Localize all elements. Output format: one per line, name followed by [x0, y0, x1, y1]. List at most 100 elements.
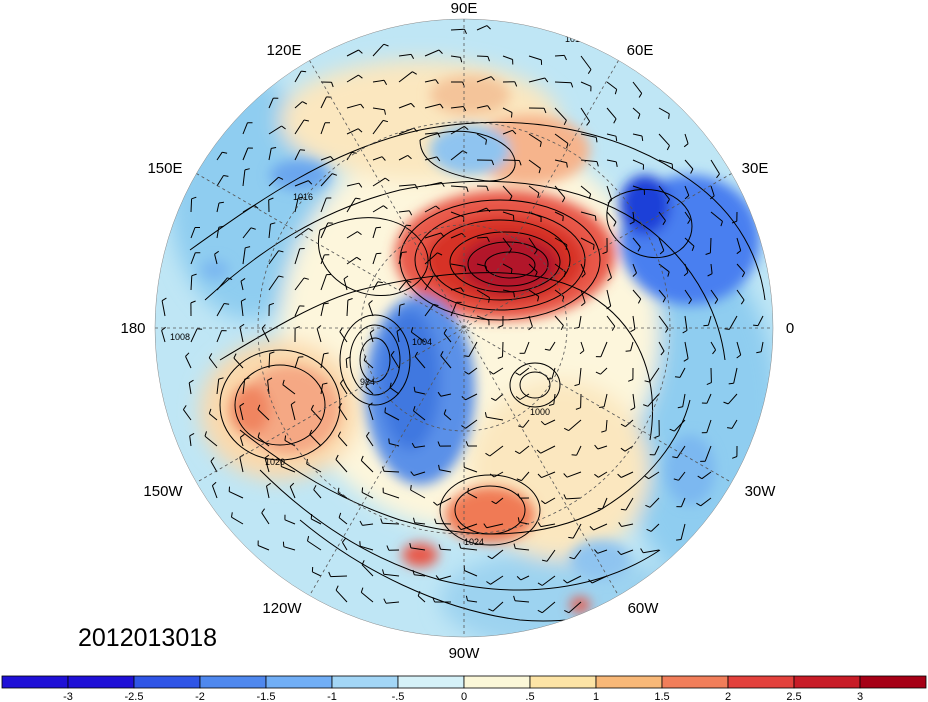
wind-barb — [424, 49, 440, 57]
wind-barb-flag — [706, 382, 712, 386]
wind-barb — [294, 197, 299, 213]
wind-barb-flag — [753, 324, 759, 327]
wind-barb — [417, 595, 426, 603]
colorbar-label: 2 — [725, 691, 731, 702]
wind-barb — [439, 469, 452, 473]
wind-barb-flag — [261, 508, 266, 514]
wind-barb — [578, 315, 582, 328]
wind-barb-flag — [289, 482, 295, 487]
wind-barb — [268, 250, 280, 265]
wind-barb — [580, 211, 596, 217]
wind-barb — [268, 275, 280, 291]
wind-barb — [684, 211, 691, 220]
wind-barb-flag — [322, 382, 328, 385]
wind-barb — [346, 231, 358, 239]
wind-barb-flag — [185, 352, 190, 357]
wind-barb-flag — [240, 433, 245, 438]
colorbar-swatch — [331, 675, 399, 689]
contour-label: 1008 — [170, 332, 190, 342]
wind-barb — [335, 589, 348, 603]
wind-barb — [266, 485, 270, 499]
wind-barb — [239, 326, 244, 343]
wind-barb-flag — [239, 323, 245, 328]
lon-label-120e: 120E — [266, 42, 301, 59]
wind-barb — [242, 147, 249, 161]
wind-barb-flag — [332, 173, 338, 176]
wind-barb — [210, 461, 218, 473]
wind-barb-flag — [741, 272, 746, 278]
wind-barb-flag — [565, 244, 568, 250]
wind-barb — [606, 159, 617, 163]
wind-barb-flag — [360, 103, 365, 109]
wind-barb-flag — [413, 517, 416, 523]
wind-barb-flag — [413, 127, 418, 133]
wind-barb-flag — [732, 456, 738, 459]
wind-barb-flag — [485, 266, 488, 272]
wind-barb-flag — [330, 156, 335, 161]
wind-barb-flag — [437, 252, 443, 256]
wind-barb — [632, 237, 641, 248]
wind-barb-flag — [413, 405, 416, 412]
wind-barb-flag — [617, 473, 622, 478]
wind-barb — [606, 263, 612, 278]
wind-barb-flag — [467, 488, 469, 494]
wind-barb-flag — [513, 543, 516, 549]
wind-barb — [365, 435, 374, 447]
wind-barb — [541, 471, 556, 479]
wind-barb-flag — [227, 277, 233, 280]
wind-barb-flag — [406, 280, 412, 283]
wind-barb-flag — [239, 402, 245, 407]
wind-barb — [649, 367, 660, 383]
wind-barb-flag — [515, 372, 521, 376]
wind-barb — [190, 275, 193, 291]
wind-barb-flag — [269, 351, 275, 354]
wind-barb-flag — [383, 80, 388, 85]
wind-barb-flag — [488, 608, 494, 612]
wind-barb — [294, 277, 305, 291]
wind-barb-flag — [491, 160, 495, 166]
wind-barb — [658, 159, 673, 165]
wind-barb — [514, 600, 530, 603]
wind-barb-flag — [282, 379, 285, 385]
wind-barb — [489, 445, 504, 457]
wind-barb-flag — [660, 350, 665, 356]
wind-barb — [554, 315, 564, 326]
wind-barb — [320, 274, 327, 291]
wind-barb-flag — [538, 168, 541, 174]
wind-barb — [757, 315, 764, 326]
wind-barb-flag — [466, 186, 469, 193]
colorbar: -3 -2.5 -2 -1.5 -1 -.5 0 .5 1 1.5 2 2.5 3 — [1, 675, 927, 702]
colorbar-swatch — [793, 675, 861, 689]
wind-barb — [190, 198, 193, 213]
wind-barb — [398, 71, 413, 83]
wind-barb — [606, 315, 616, 327]
wind-barb-flag — [389, 382, 392, 388]
wind-barb-flag — [629, 221, 635, 225]
wind-barb-flag — [390, 350, 395, 356]
wind-barb-flag — [613, 221, 617, 227]
wind-barb — [621, 523, 634, 527]
wind-barb-flag — [440, 350, 444, 356]
wind-barb-flag — [264, 454, 270, 459]
longitude-labels: 90E 60E 30E 0 30W 60W 90W 120W 150W 180 … — [120, 0, 794, 662]
wind-barb — [515, 548, 530, 551]
wind-barb — [554, 159, 567, 164]
wind-barb — [460, 547, 478, 551]
wind-barb — [580, 133, 597, 138]
colorbar-label: .5 — [525, 691, 534, 702]
wind-barb-flag — [602, 251, 608, 255]
wind-barb — [632, 211, 635, 222]
wind-barb — [676, 445, 686, 459]
wind-barb — [410, 489, 426, 499]
wind-barb — [464, 466, 478, 473]
graticule — [155, 19, 773, 637]
wind-barb — [443, 413, 452, 421]
wind-barb — [306, 463, 322, 473]
colorbar-swatch — [463, 675, 531, 689]
wind-barb — [603, 393, 608, 407]
wind-barb-flag — [410, 54, 415, 60]
wind-barb — [320, 303, 325, 317]
wind-barb-flag — [566, 143, 569, 149]
wind-barb-flag — [302, 101, 308, 105]
wind-barb-flag — [191, 273, 197, 277]
